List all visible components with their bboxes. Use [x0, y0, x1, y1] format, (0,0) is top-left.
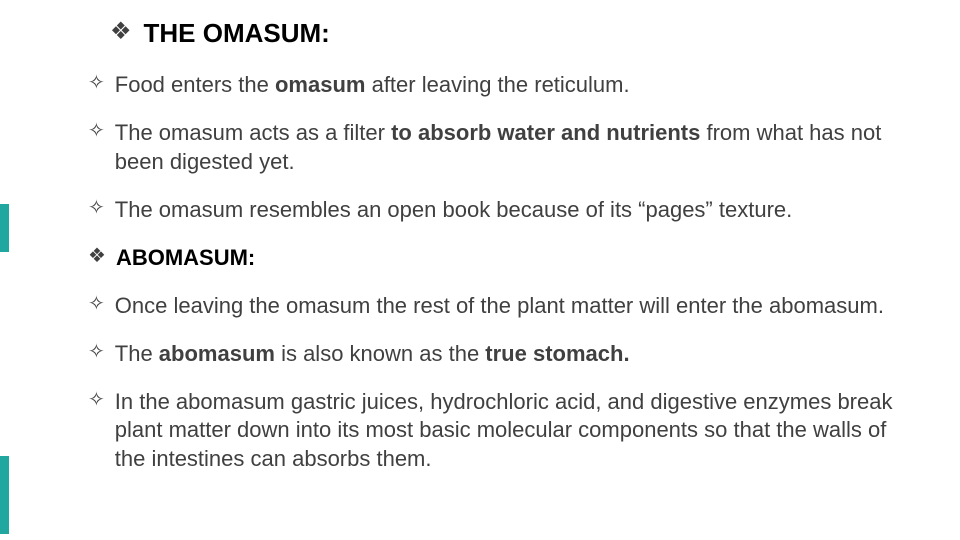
bold-run: omasum	[275, 72, 365, 97]
bullet-item: ✧ Once leaving the omasum the rest of the…	[88, 292, 920, 320]
text-run: The omasum acts as a filter	[115, 120, 391, 145]
subheading-text: ABOMASUM:	[116, 244, 255, 272]
bold-run: true stomach.	[485, 341, 629, 366]
bullet-text: Once leaving the omasum the rest of the …	[115, 292, 884, 320]
diamond-outline-bullet-icon: ✧	[88, 388, 105, 413]
text-run: In the abomasum gastric juices, hydrochl…	[115, 389, 893, 470]
diamond-outline-bullet-icon: ✧	[88, 119, 105, 144]
bullet-item: ✧ In the abomasum gastric juices, hydroch…	[88, 388, 920, 472]
heading-text: THE OMASUM:	[144, 18, 330, 49]
bold-run: abomasum	[159, 341, 275, 366]
slide: ❖ THE OMASUM: ✧ Food enters the omasum afte…	[0, 0, 960, 540]
text-run: is also known as the	[275, 341, 485, 366]
section-subheading: ❖ ABOMASUM:	[88, 244, 920, 272]
diamond-outline-bullet-icon: ✧	[88, 340, 105, 365]
bullet-item: ✧ The omasum resembles an open book becau…	[88, 196, 920, 224]
text-run: Once leaving the omasum the rest of the …	[115, 293, 884, 318]
diamond-outline-bullet-icon: ✧	[88, 196, 105, 221]
accent-bar	[0, 204, 9, 252]
bold-run: to absorb water and nutrients	[391, 120, 700, 145]
diamond-outline-bullet-icon: ✧	[88, 71, 105, 96]
section-heading: ❖ THE OMASUM:	[110, 18, 920, 49]
bullet-text: In the abomasum gastric juices, hydrochl…	[115, 388, 920, 472]
bullet-item: ✧ The omasum acts as a filter to absorb w…	[88, 119, 920, 175]
bullet-text: The omasum acts as a filter to absorb wa…	[115, 119, 920, 175]
text-run: Food enters the	[115, 72, 275, 97]
bullet-item: ✧ Food enters the omasum after leaving th…	[88, 71, 920, 99]
text-run: The omasum resembles an open book becaus…	[115, 197, 792, 222]
diamond-bullet-icon: ❖	[88, 244, 106, 269]
bullet-text: The omasum resembles an open book becaus…	[115, 196, 792, 224]
accent-bar	[0, 456, 9, 534]
bullet-item: ✧ The abomasum is also known as the true …	[88, 340, 920, 368]
bullet-text: The abomasum is also known as the true s…	[115, 340, 630, 368]
diamond-outline-bullet-icon: ✧	[88, 292, 105, 317]
text-run: after leaving the reticulum.	[365, 72, 629, 97]
diamond-bullet-icon: ❖	[110, 18, 132, 47]
bullet-text: Food enters the omasum after leaving the…	[115, 71, 630, 99]
text-run: The	[115, 341, 159, 366]
